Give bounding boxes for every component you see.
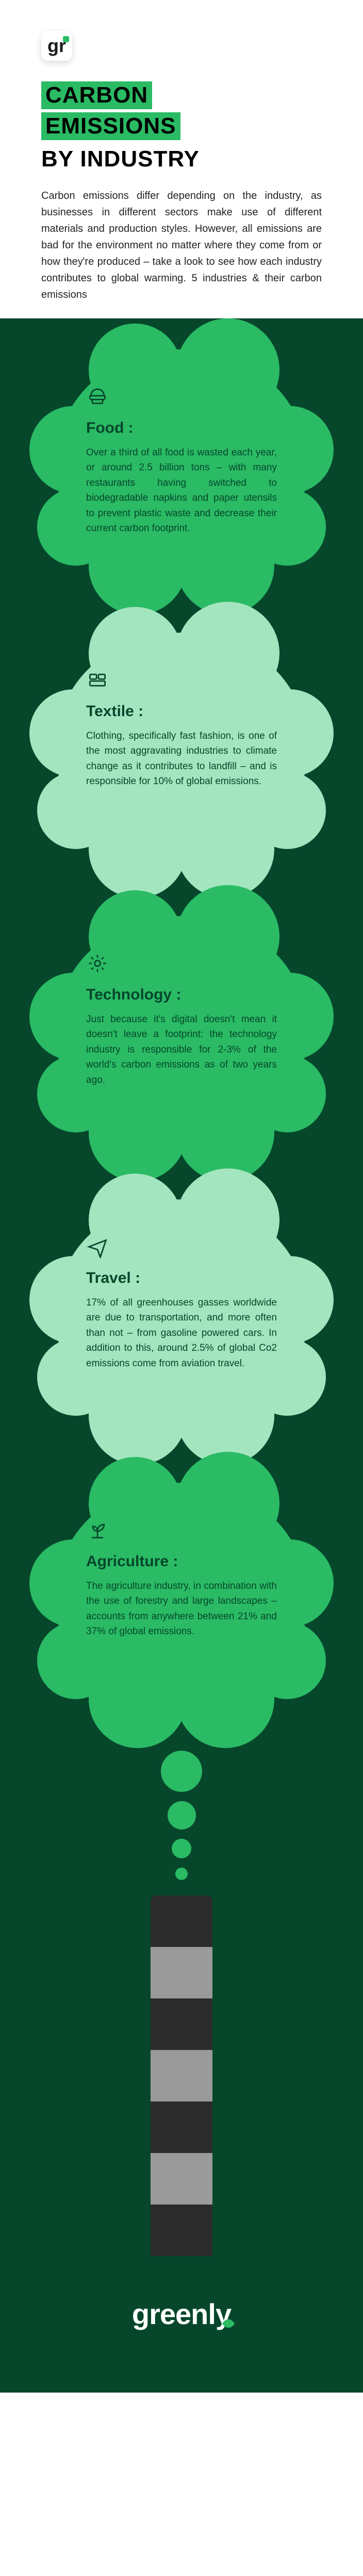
section-title: Travel : (86, 1269, 277, 1287)
chimney-segment (151, 2205, 212, 2256)
section-textile: Textile : Clothing, specifically fast fas… (58, 633, 305, 870)
cloud-bg: Food : Over a third of all food is wasted… (58, 349, 305, 586)
trail-dot (172, 1839, 191, 1858)
section-title: Agriculture : (86, 1553, 277, 1570)
section-title: Textile : (86, 703, 277, 720)
body-section: Food : Over a third of all food is wasted… (0, 318, 363, 2393)
cloud-bg: Agriculture : The agriculture industry, i… (58, 1483, 305, 1720)
cloud-bg: Travel : 17% of all greenhouses gasses wo… (58, 1199, 305, 1436)
page: gr CARBON EMISSIONS BY INDUSTRY Carbon e… (0, 0, 363, 2393)
logo: gr (41, 31, 72, 61)
trail-dot (161, 1751, 202, 1792)
section-body: Just because it's digital doesn't mean i… (86, 1012, 277, 1088)
agriculture-icon (86, 1519, 277, 1547)
section-body: 17% of all greenhouses gasses worldwide … (86, 1295, 277, 1371)
intro-text: Carbon emissions differ depending on the… (41, 188, 322, 303)
section-travel: Travel : 17% of all greenhouses gasses wo… (58, 1199, 305, 1436)
header: gr CARBON EMISSIONS BY INDUSTRY Carbon e… (0, 0, 363, 318)
chimney-segment (151, 1998, 212, 2050)
food-icon (86, 385, 277, 413)
chimney-segment (151, 2102, 212, 2153)
cloud-bg: Textile : Clothing, specifically fast fas… (58, 633, 305, 870)
cloud-bg: Technology : Just because it's digital do… (58, 916, 305, 1153)
chimney-segment (151, 1947, 212, 1998)
section-agriculture: Agriculture : The agriculture industry, i… (58, 1483, 305, 1720)
thought-trail (0, 1751, 363, 1880)
footer-brand-text: greenly (132, 2298, 231, 2330)
chimney-segment (151, 2153, 212, 2205)
section-body: Over a third of all food is wasted each … (86, 445, 277, 536)
trail-dot (175, 1868, 188, 1880)
travel-icon (86, 1235, 277, 1263)
textile-icon (86, 669, 277, 697)
section-technology: Technology : Just because it's digital do… (58, 916, 305, 1153)
technology-icon (86, 952, 277, 980)
trail-dot (168, 1801, 196, 1829)
section-title: Technology : (86, 986, 277, 1004)
title-line-2: EMISSIONS (41, 112, 180, 140)
section-title: Food : (86, 419, 277, 437)
footer-brand: greenly (0, 2297, 363, 2331)
chimney-segment (151, 2050, 212, 2102)
title-area: CARBON EMISSIONS BY INDUSTRY (41, 81, 322, 172)
section-food: Food : Over a third of all food is wasted… (58, 349, 305, 586)
section-body: The agriculture industry, in combination… (86, 1579, 277, 1639)
chimney (151, 1895, 212, 2256)
footer: greenly (0, 2256, 363, 2393)
title-line-3: BY INDUSTRY (41, 146, 322, 172)
title-line-1: CARBON (41, 81, 152, 109)
section-body: Clothing, specifically fast fashion, is … (86, 728, 277, 789)
chimney-segment (151, 1895, 212, 1947)
